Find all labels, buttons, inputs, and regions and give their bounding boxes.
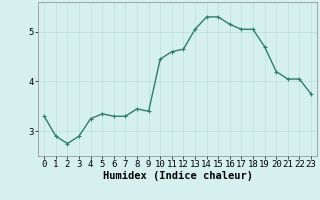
- X-axis label: Humidex (Indice chaleur): Humidex (Indice chaleur): [103, 171, 252, 181]
